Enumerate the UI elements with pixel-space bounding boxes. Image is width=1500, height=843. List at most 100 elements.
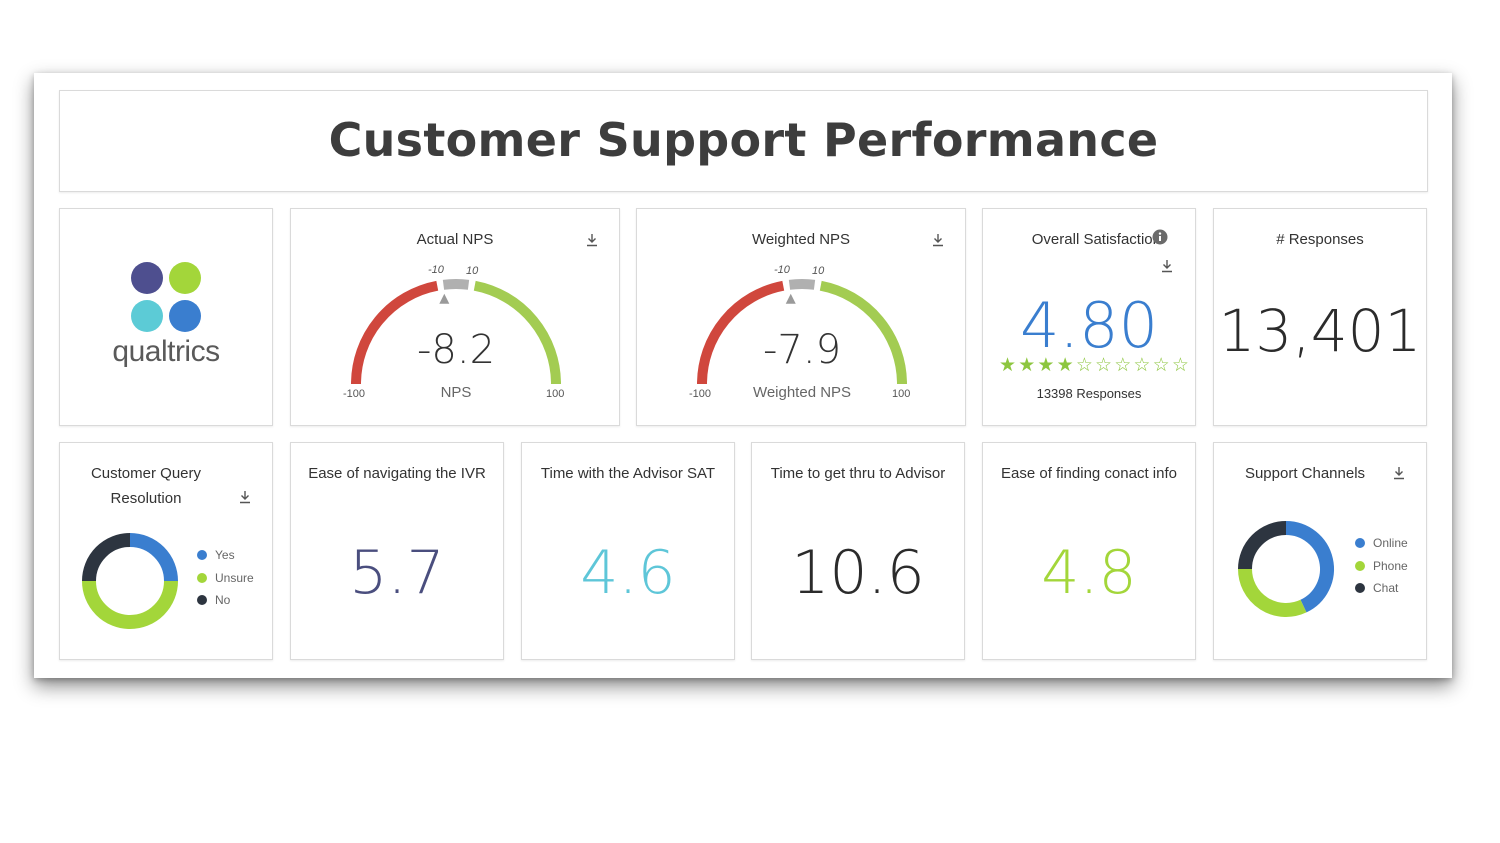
logo-dot-4	[169, 300, 201, 332]
legend-label: Online	[1373, 536, 1408, 551]
weighted-nps-tile: Weighted NPS -10 10 -7.9 Weighted NPS -1…	[636, 208, 966, 426]
query-resolution-legend: Yes Unsure No	[197, 544, 254, 612]
advisor-sat-title: Time with the Advisor SAT	[540, 465, 716, 482]
legend-item[interactable]: Yes	[197, 544, 254, 567]
query-resolution-donut	[82, 533, 178, 629]
actual-nps-value: -8.2	[416, 327, 496, 373]
gauge-red-segment	[351, 280, 439, 385]
gauge-red-segment	[697, 280, 785, 385]
thru-advisor-value: 10.6	[791, 538, 925, 608]
star-rating: ★ ★ ★ ★ ☆ ☆ ☆ ☆ ☆ ☆	[999, 354, 1189, 377]
overall-satisfaction-title: Overall Satisfaction	[1031, 231, 1161, 248]
download-icon[interactable]	[932, 233, 944, 247]
star-icon: ☆	[1133, 355, 1151, 376]
download-icon[interactable]	[1393, 466, 1405, 480]
thru-advisor-title: Time to get thru to Advisor	[770, 465, 946, 482]
gauge-band-low: -10	[774, 264, 790, 276]
star-icon: ☆	[1152, 355, 1170, 376]
download-icon[interactable]	[239, 490, 251, 504]
overall-satisfaction-value: 4.80	[1019, 289, 1159, 362]
download-icon[interactable]	[586, 233, 598, 247]
donut-slice[interactable]	[129, 533, 178, 582]
header-tile: Customer Support Performance	[59, 90, 1428, 192]
logo-dot-2	[169, 262, 201, 294]
qualtrics-logo	[131, 262, 201, 332]
actual-nps-tile: Actual NPS -10 10 -8.2 NPS -100 100	[290, 208, 620, 426]
nps-gauge	[697, 279, 907, 385]
legend-dot	[197, 595, 207, 606]
gauge-green-segment	[473, 280, 561, 385]
legend-item[interactable]: Online	[1355, 532, 1408, 555]
weighted-nps-value: -7.9	[762, 327, 842, 373]
gauge-pointer	[785, 293, 796, 304]
weighted-nps-title: Weighted NPS	[751, 231, 851, 248]
support-channels-tile: Support Channels Online Phone Chat	[1213, 442, 1427, 660]
legend-label: Phone	[1373, 558, 1408, 573]
gauge-min-label: -100	[343, 388, 366, 400]
nps-gauge	[351, 279, 561, 385]
logo-dot-3	[131, 300, 163, 332]
ivr-title: Ease of navigating the IVR	[308, 465, 486, 482]
responses-title: # Responses	[1276, 231, 1364, 248]
gauge-band-segment	[442, 279, 470, 290]
donut-slice[interactable]	[1238, 521, 1287, 570]
star-icon: ☆	[1171, 355, 1189, 376]
advisor-sat-value: 4.6	[580, 538, 676, 608]
donut-slice[interactable]	[1285, 521, 1334, 613]
logo-tile: qualtrics	[59, 208, 273, 426]
donut-slice[interactable]	[82, 580, 178, 629]
logo-text: qualtrics	[112, 335, 220, 368]
star-icon: ★	[1037, 355, 1055, 376]
legend-item[interactable]: No	[197, 589, 254, 612]
star-icon: ☆	[1114, 355, 1132, 376]
support-channels-donut	[1238, 521, 1334, 617]
legend-label: Yes	[215, 548, 235, 563]
gauge-min-label: -100	[689, 388, 712, 400]
gauge-pointer	[439, 293, 450, 304]
legend-dot	[1355, 583, 1365, 594]
thru-advisor-tile: Time to get thru to Advisor 10.6	[751, 442, 965, 660]
gauge-band-high: 10	[812, 265, 825, 277]
legend-item[interactable]: Unsure	[197, 567, 254, 590]
weighted-nps-label: Weighted NPS	[752, 384, 852, 401]
legend-item[interactable]: Phone	[1355, 555, 1408, 578]
dashboard-title: Customer Support Performance	[328, 113, 1159, 167]
overall-satisfaction-tile: Overall Satisfaction 4.80 ★ ★ ★ ★ ☆ ☆ ☆ ☆ ☆ ☆ 133…	[982, 208, 1196, 426]
star-icon: ★	[999, 355, 1017, 376]
advisor-sat-tile: Time with the Advisor SAT 4.6	[521, 442, 735, 660]
star-icon: ☆	[1075, 355, 1093, 376]
donut-slice[interactable]	[1238, 568, 1307, 617]
gauge-max-label: 100	[546, 388, 565, 400]
responses-value: 13,401	[1218, 297, 1422, 365]
contact-info-tile: Ease of finding conact info 4.8	[982, 442, 1196, 660]
actual-nps-title: Actual NPS	[416, 231, 494, 248]
actual-nps-label: NPS	[440, 384, 472, 401]
star-icon: ★	[1056, 355, 1074, 376]
support-channels-title: Support Channels	[1244, 465, 1366, 482]
gauge-band-high: 10	[466, 265, 479, 277]
query-resolution-tile: Customer Query Resolution Yes Unsure No	[59, 442, 273, 660]
dashboard-frame: Customer Support Performance qualtrics A…	[34, 73, 1452, 678]
legend-dot	[197, 572, 207, 583]
ivr-tile: Ease of navigating the IVR 5.7	[290, 442, 504, 660]
responses-tile: # Responses 13,401	[1213, 208, 1427, 426]
download-icon[interactable]	[1161, 259, 1173, 273]
ivr-value: 5.7	[349, 538, 445, 608]
info-icon[interactable]	[1152, 229, 1168, 245]
legend-dot	[197, 550, 207, 561]
donut-slice[interactable]	[82, 533, 131, 582]
overall-satisfaction-responses: 13398 Responses	[1036, 386, 1142, 401]
gauge-band-low: -10	[428, 264, 444, 276]
star-icon: ☆	[1095, 355, 1113, 376]
legend-label: Chat	[1373, 581, 1399, 596]
gauge-band-segment	[788, 279, 816, 290]
legend-item[interactable]: Chat	[1355, 577, 1408, 600]
support-channels-legend: Online Phone Chat	[1355, 532, 1408, 600]
contact-info-title: Ease of finding conact info	[1001, 465, 1177, 482]
star-icon: ★	[1018, 355, 1036, 376]
legend-label: No	[215, 593, 231, 608]
gauge-green-segment	[819, 280, 907, 385]
logo-dot-1	[131, 262, 163, 294]
legend-dot	[1355, 538, 1365, 549]
legend-label: Unsure	[215, 570, 254, 585]
